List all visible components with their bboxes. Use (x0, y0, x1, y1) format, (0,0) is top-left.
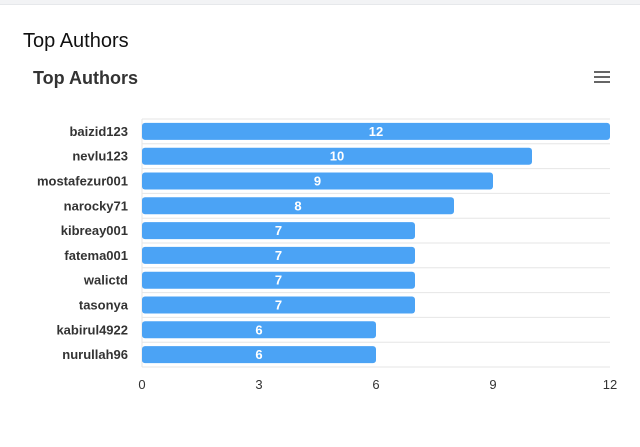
data-label: 8 (294, 198, 301, 213)
category-label: nurullah96 (62, 347, 128, 362)
bar-baizid123 (142, 122, 610, 140)
x-tick-label: 0 (138, 377, 145, 392)
bar-mostafezur001 (142, 172, 493, 190)
data-label: 10 (330, 149, 344, 164)
x-tick-label: 9 (489, 377, 496, 392)
category-label: baizid123 (69, 124, 128, 139)
category-label: tasonya (79, 298, 129, 313)
hamburger-menu-icon[interactable] (593, 70, 611, 84)
data-label: 7 (275, 248, 282, 263)
x-tick-label: 3 (255, 377, 262, 392)
chart-title: Top Authors (33, 68, 138, 88)
top-divider (0, 0, 640, 5)
bar-walictd (142, 271, 415, 289)
category-label: kabirul4922 (56, 322, 128, 337)
data-label: 7 (275, 298, 282, 313)
x-tick-label: 6 (372, 377, 379, 392)
bar-nurullah96 (142, 346, 376, 364)
category-label: kibreay001 (61, 223, 128, 238)
data-label: 6 (255, 322, 262, 337)
bar-kabirul4922 (142, 321, 376, 339)
category-label: fatema001 (64, 248, 128, 263)
data-label: 9 (314, 174, 321, 189)
bar-tasonya (142, 296, 415, 314)
data-label: 12 (369, 124, 383, 139)
x-tick-label: 12 (603, 377, 617, 392)
bar-narocky71 (142, 197, 454, 215)
bar-kibreay001 (142, 222, 415, 240)
page-title: Top Authors (23, 30, 129, 52)
category-label: walictd (83, 273, 128, 288)
category-label: narocky71 (64, 198, 128, 213)
category-label: nevlu123 (72, 149, 128, 164)
data-label: 7 (275, 273, 282, 288)
data-label: 7 (275, 223, 282, 238)
bar-fatema001 (142, 246, 415, 264)
category-label: mostafezur001 (37, 174, 128, 189)
data-label: 6 (255, 347, 262, 362)
bar-nevlu123 (142, 147, 532, 165)
